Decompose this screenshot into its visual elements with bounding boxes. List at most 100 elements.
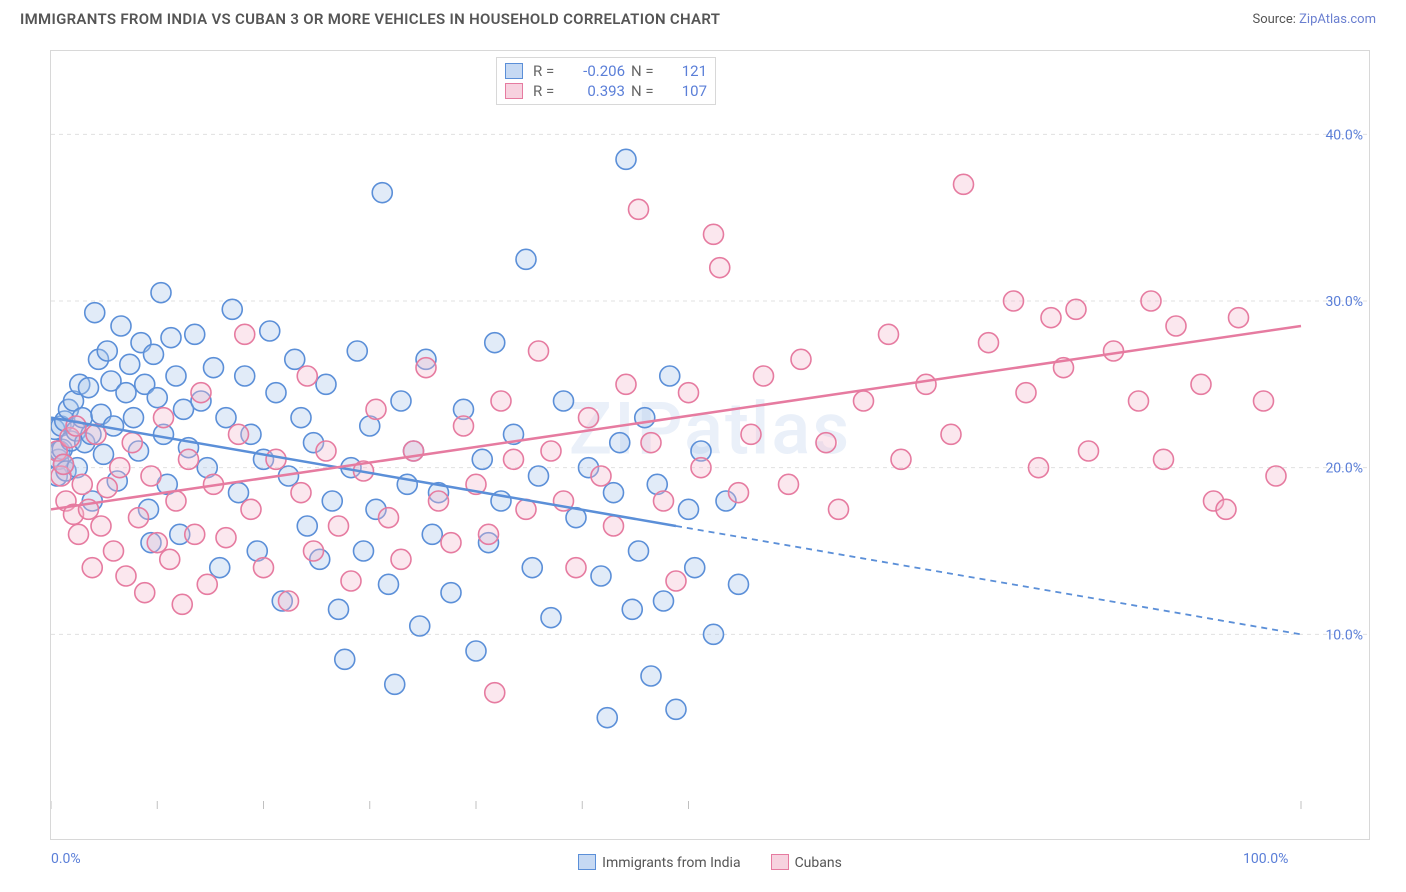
scatter-point-cubans xyxy=(604,516,624,536)
legend-item-india[interactable]: Immigrants from India xyxy=(578,854,740,871)
scatter-point-india xyxy=(385,674,405,694)
scatter-point-india xyxy=(422,524,442,544)
scatter-point-india xyxy=(660,366,680,386)
scatter-point-india xyxy=(266,383,286,403)
scatter-point-india xyxy=(466,641,486,661)
x-ticks-labels: 0.0%100.0% xyxy=(51,799,1369,839)
scatter-point-cubans xyxy=(122,433,142,453)
scatter-point-cubans xyxy=(216,528,236,548)
trend-line-dashed-india xyxy=(676,526,1301,634)
scatter-point-cubans xyxy=(266,449,286,469)
scatter-point-cubans xyxy=(485,683,505,703)
scatter-point-india xyxy=(335,649,355,669)
y-tick-label: 40.0% xyxy=(1325,127,1363,143)
stat-N-label: N = xyxy=(631,82,661,100)
scatter-point-cubans xyxy=(147,533,167,553)
scatter-point-cubans xyxy=(166,491,186,511)
scatter-point-cubans xyxy=(829,499,849,519)
scatter-point-india xyxy=(729,574,749,594)
scatter-point-cubans xyxy=(710,258,730,278)
scatter-point-cubans xyxy=(291,483,311,503)
scatter-point-india xyxy=(391,391,411,411)
stat-R-value-india: -0.206 xyxy=(565,62,625,80)
y-tick-label: 10.0% xyxy=(1325,627,1363,643)
stat-N-label: N = xyxy=(631,62,661,80)
scatter-point-india xyxy=(554,391,574,411)
legend-swatch-cubans xyxy=(771,854,789,870)
scatter-point-cubans xyxy=(1079,441,1099,461)
scatter-point-cubans xyxy=(129,508,149,528)
scatter-point-india xyxy=(316,374,336,394)
scatter-point-india xyxy=(116,383,136,403)
legend-swatch-india xyxy=(505,63,523,79)
scatter-point-india xyxy=(635,408,655,428)
scatter-point-cubans xyxy=(529,341,549,361)
scatter-point-india xyxy=(372,183,392,203)
scatter-point-india xyxy=(485,333,505,353)
scatter-point-cubans xyxy=(691,458,711,478)
scatter-point-india xyxy=(185,324,205,344)
legend-item-cubans[interactable]: Cubans xyxy=(771,854,842,871)
scatter-point-cubans xyxy=(1129,391,1149,411)
scatter-point-india xyxy=(704,624,724,644)
scatter-point-india xyxy=(120,354,140,374)
chart-title: IMMIGRANTS FROM INDIA VS CUBAN 3 OR MORE… xyxy=(20,10,720,28)
scatter-point-cubans xyxy=(72,474,92,494)
scatter-point-cubans xyxy=(304,541,324,561)
source-link[interactable]: ZipAtlas.com xyxy=(1299,12,1376,27)
scatter-point-cubans xyxy=(941,424,961,444)
scatter-point-cubans xyxy=(185,524,205,544)
scatter-point-cubans xyxy=(1004,291,1024,311)
scatter-point-cubans xyxy=(91,516,111,536)
scatter-point-india xyxy=(210,558,230,578)
scatter-point-cubans xyxy=(66,416,86,436)
scatter-point-india xyxy=(111,316,131,336)
scatter-point-cubans xyxy=(1254,391,1274,411)
scatter-point-cubans xyxy=(154,408,174,428)
scatter-point-cubans xyxy=(491,391,511,411)
scatter-point-cubans xyxy=(391,549,411,569)
scatter-point-cubans xyxy=(329,516,349,536)
scatter-point-india xyxy=(516,249,536,269)
stat-R-label: R = xyxy=(533,82,559,100)
source-prefix: Source: xyxy=(1252,12,1299,27)
scatter-point-india xyxy=(410,616,430,636)
scatter-point-cubans xyxy=(1016,383,1036,403)
scatter-point-cubans xyxy=(616,374,636,394)
scatter-point-cubans xyxy=(629,199,649,219)
scatter-point-cubans xyxy=(341,571,361,591)
scatter-point-india xyxy=(161,328,181,348)
stat-N-value-india: 121 xyxy=(667,62,707,80)
scatter-point-india xyxy=(610,433,630,453)
scatter-point-cubans xyxy=(160,549,180,569)
scatter-point-india xyxy=(379,574,399,594)
scatter-point-cubans xyxy=(704,224,724,244)
scatter-point-india xyxy=(322,491,342,511)
scatter-point-india xyxy=(629,541,649,561)
plot-svg: 10.0%20.0%30.0%40.0% xyxy=(51,51,1369,839)
legend-swatch-cubans xyxy=(505,83,523,99)
scatter-point-cubans xyxy=(679,383,699,403)
trend-line-cubans xyxy=(51,326,1301,509)
scatter-point-india xyxy=(124,408,144,428)
scatter-point-cubans xyxy=(110,458,130,478)
scatter-point-cubans xyxy=(916,374,936,394)
bottom-legend: Immigrants from India Cubans xyxy=(51,854,1369,871)
scatter-point-india xyxy=(622,599,642,619)
chart-header: IMMIGRANTS FROM INDIA VS CUBAN 3 OR MORE… xyxy=(0,0,1406,33)
scatter-point-cubans xyxy=(191,383,211,403)
scatter-point-india xyxy=(529,466,549,486)
scatter-point-cubans xyxy=(297,366,317,386)
scatter-point-cubans xyxy=(454,416,474,436)
scatter-point-cubans xyxy=(479,524,499,544)
scatter-point-india xyxy=(79,378,99,398)
scatter-point-cubans xyxy=(179,449,199,469)
scatter-point-india xyxy=(144,344,164,364)
scatter-chart: ZIPatlas 10.0%20.0%30.0%40.0% R =-0.206N… xyxy=(50,50,1370,840)
scatter-point-cubans xyxy=(954,174,974,194)
scatter-point-india xyxy=(472,449,492,469)
scatter-point-cubans xyxy=(441,533,461,553)
scatter-point-india xyxy=(297,516,317,536)
scatter-point-india xyxy=(291,408,311,428)
scatter-point-cubans xyxy=(791,349,811,369)
